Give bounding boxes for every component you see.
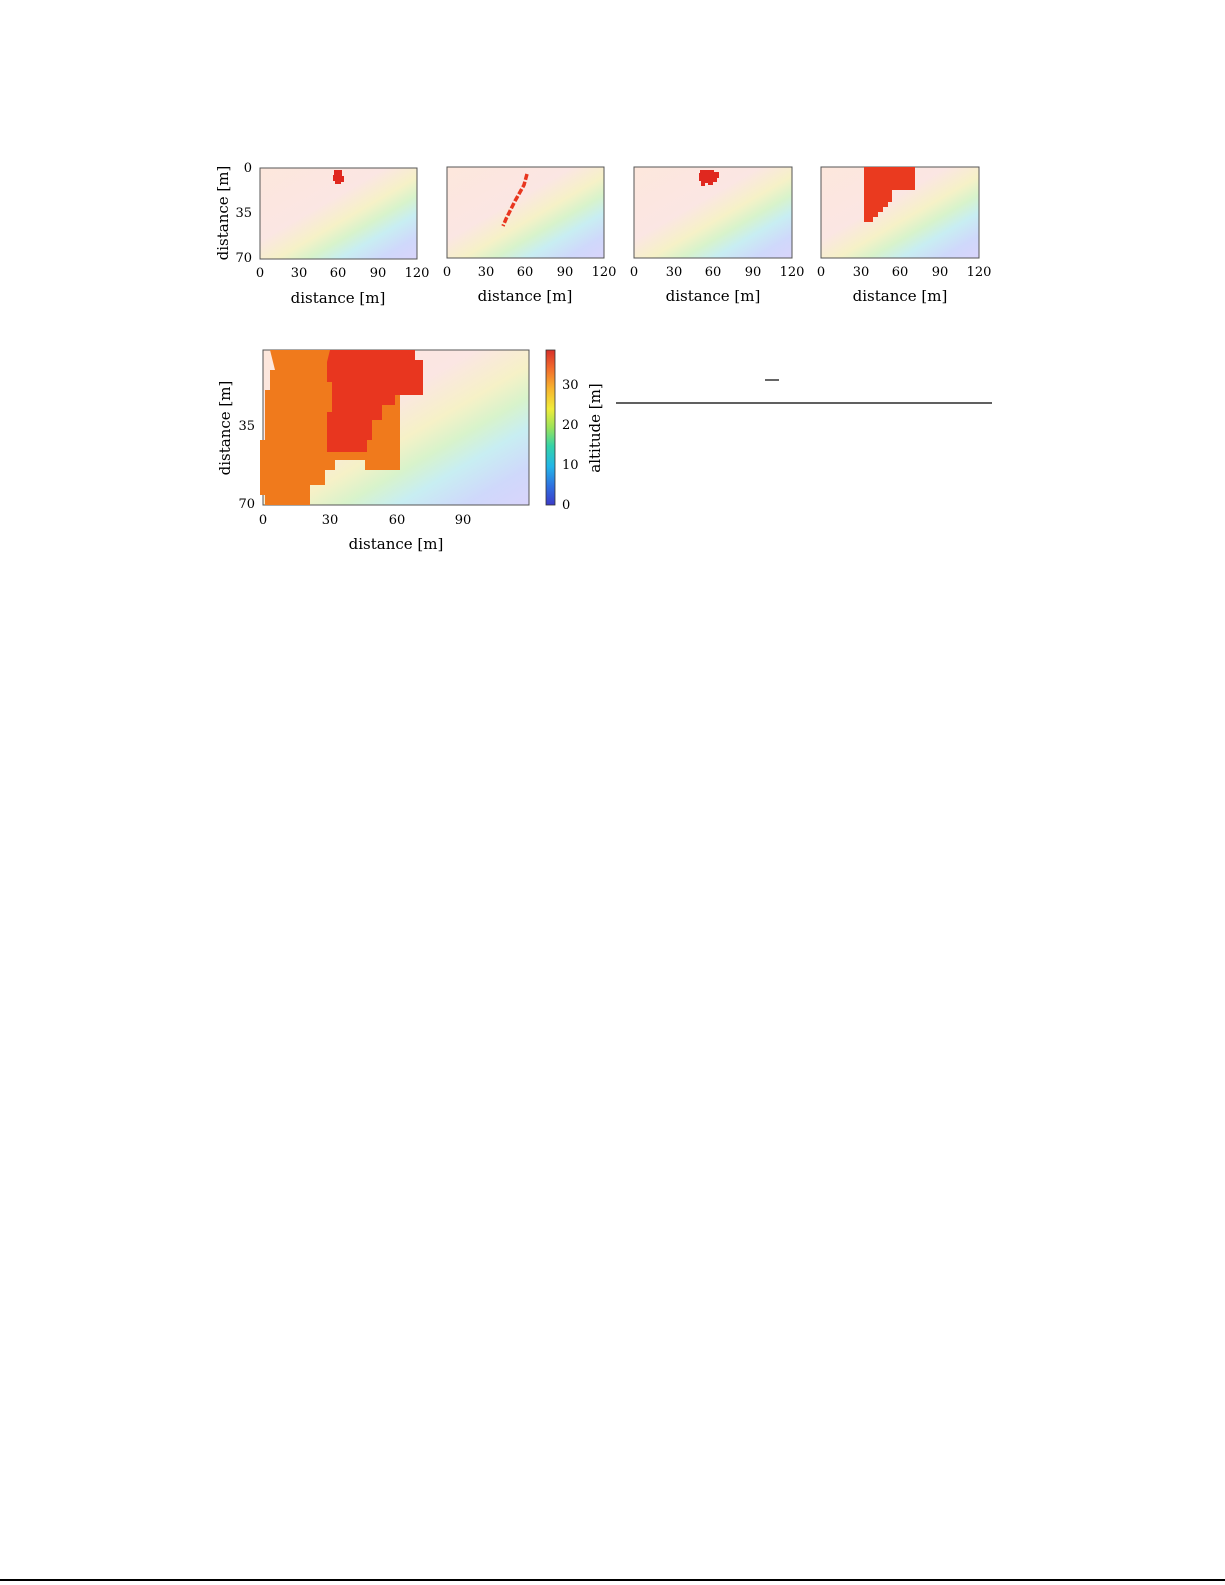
panel-5-xtick: 30 [322,513,339,528]
panel-5-ytick: 70 [238,497,255,512]
panel-1-xtick: 0 [256,266,264,281]
colorbar-tick: 10 [562,458,579,473]
panel-1-xlabel: distance [m] [291,289,386,307]
panel-2-xtick: 120 [592,265,617,280]
panel-2-xtick: 0 [443,265,451,280]
panel-2-xlabel: distance [m] [478,287,573,305]
panel-4-xtick: 120 [967,265,992,280]
panel-4-overlay [864,167,915,222]
panel-1-xtick: 120 [405,266,430,281]
panel-5-ylabel: distance [m] [216,381,234,476]
panel-1-xtick: 30 [291,266,308,281]
colorbar-tick: 30 [562,378,579,393]
panel-4: 0 30 60 90 120 distance [m] [817,166,992,305]
panel-4-xtick: 60 [892,265,909,280]
panel-5-xtick: 60 [389,513,406,528]
colorbar-label: altitude [m] [586,383,604,472]
panel-4-xtick: 0 [817,265,825,280]
panel-1-ytick: 70 [235,251,252,266]
panel-3-xtick: 120 [780,265,805,280]
panel-5: 35 70 0 30 60 90 distance [m] distance [… [216,349,530,553]
panel-2-heatmap [446,166,605,259]
panel-2: 0 30 60 90 120 distance [m] [443,166,617,305]
panel-5-overlay-red [327,350,423,452]
panel-2-xtick: 30 [478,265,495,280]
panel-2-xtick: 90 [557,265,574,280]
panel-3: 0 30 60 90 120 distance [m] [630,166,805,305]
colorbar-tick: 0 [562,498,570,513]
panel-2-overlay [501,173,529,227]
panel-5-xtick: 0 [259,513,267,528]
panel-1: 0 35 70 0 30 60 90 120 distance [m] dist… [214,161,429,307]
panel-4-xtick: 30 [853,265,870,280]
colorbar: 0 10 20 30 altitude [m] [545,349,604,513]
panel-1-overlay [333,170,344,184]
colorbar-gradient [545,349,556,506]
panel-5-xlabel: distance [m] [349,535,444,553]
panel-3-xtick: 60 [705,265,722,280]
panel-1-ytick: 35 [235,206,252,221]
panel-1-xtick: 60 [330,266,347,281]
panel-3-xtick: 30 [666,265,683,280]
panel-4-xlabel: distance [m] [853,287,948,305]
panel-5-xtick: 90 [455,513,472,528]
panel-3-xtick: 0 [630,265,638,280]
panel-3-overlay [699,170,719,186]
panel-4-xtick: 90 [932,265,949,280]
panel-1-ytick: 0 [244,161,252,176]
panel-2-xtick: 60 [517,265,534,280]
panel-1-xtick: 90 [370,266,387,281]
colorbar-tick: 20 [562,418,579,433]
panel-5-ytick: 35 [238,419,255,434]
panel-1-ylabel: distance [m] [214,166,232,261]
panel-3-xlabel: distance [m] [666,287,761,305]
panel-3-xtick: 90 [745,265,762,280]
